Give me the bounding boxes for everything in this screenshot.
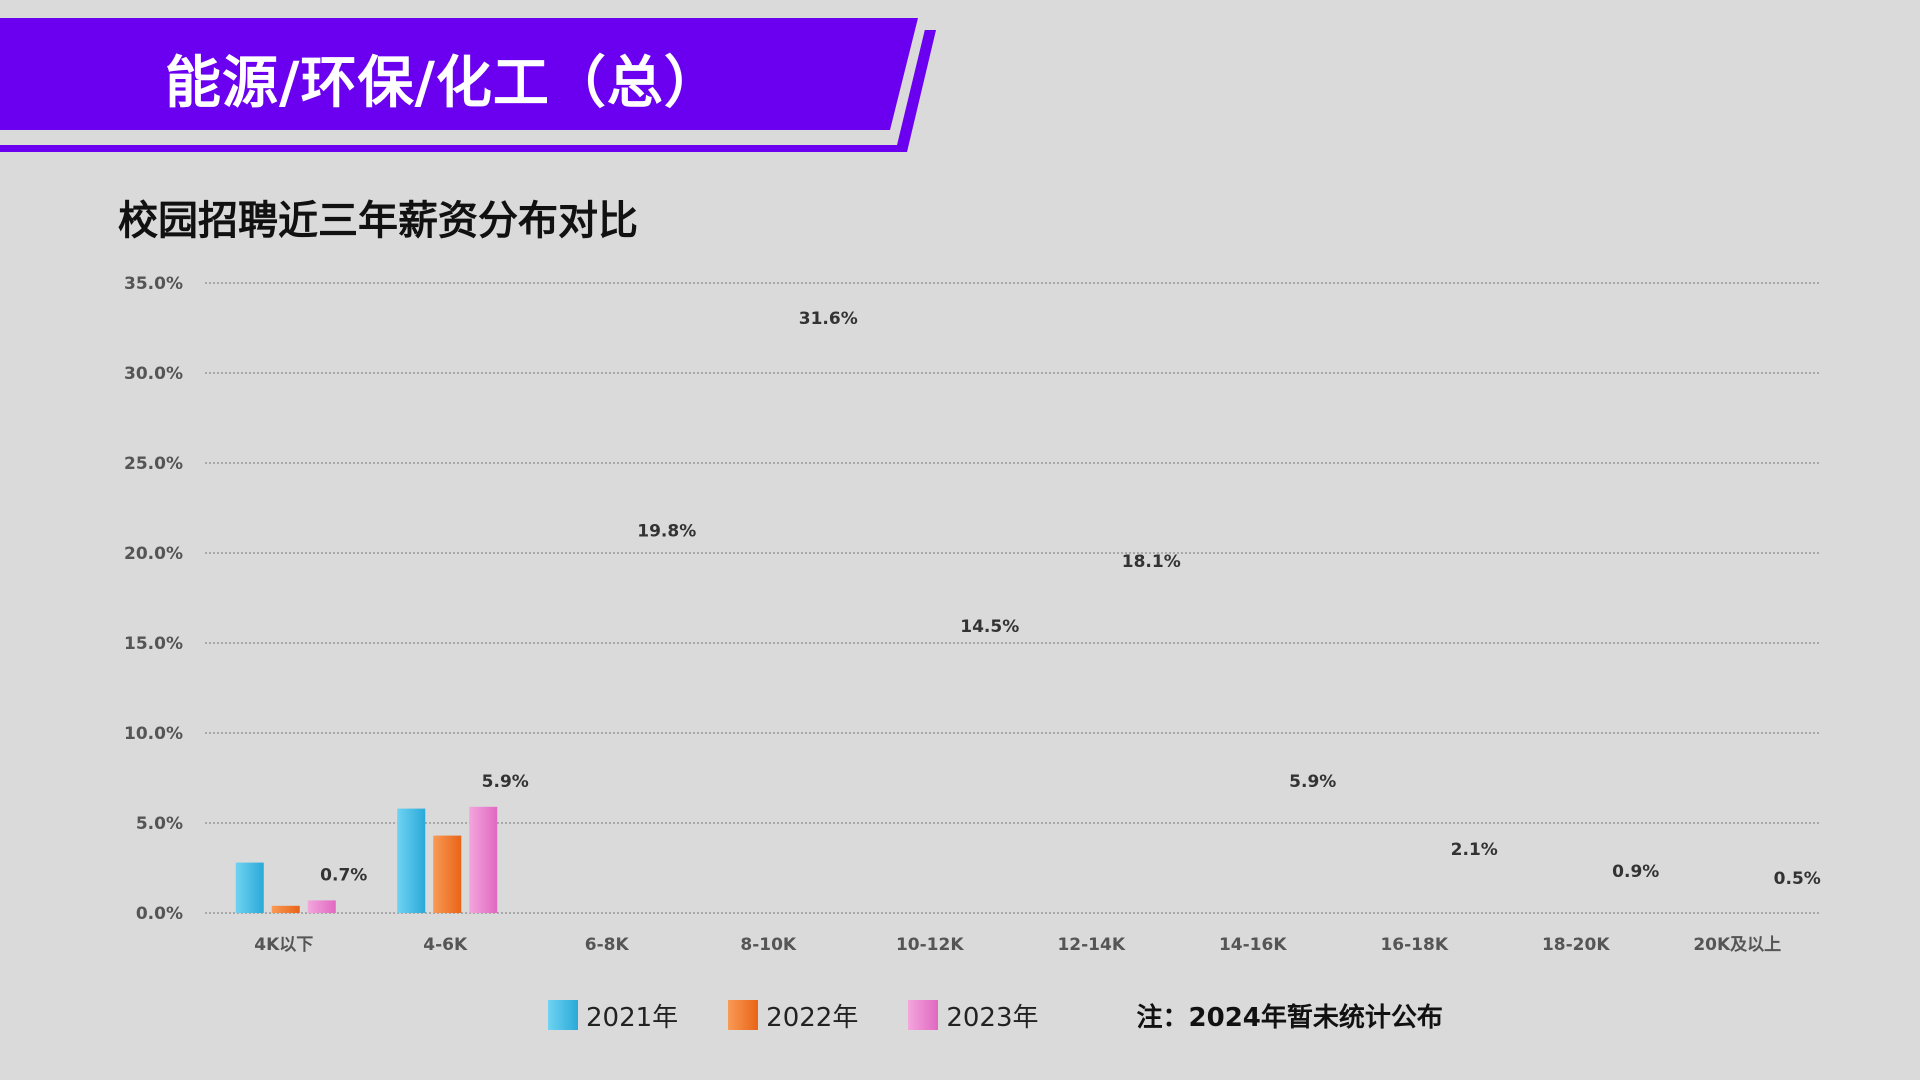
legend-swatch-2023 [908,1000,939,1030]
x-category-label: 6-8K [585,935,630,955]
data-label: 0.9% [1612,862,1659,882]
data-label: 14.5% [960,617,1019,637]
data-labels: 0.7% 5.9% 19.8% 31.6% 14.5% 18.1% 5.9% 2.1% 0.9%… [320,309,1821,889]
banner-main [0,18,918,130]
bar-2023年 [307,900,336,913]
legend-label-2022: 2022年 [766,1002,859,1033]
x-category-label: 12-14K [1057,935,1125,955]
bars [235,806,498,913]
data-label: 19.8% [637,522,696,542]
footnote: 注：2024年暂未统计公布 [1136,1002,1443,1033]
x-category-label: 20K及以上 [1693,935,1781,955]
bar-2022年 [433,835,462,913]
grid-lines [205,282,1820,914]
y-tick-label: 35.0% [124,274,183,294]
x-axis-categories: 4K以下 4-6K 6-8K 8-10K 10-12K 12-14K 14-16K 16-18… [254,935,1781,955]
chart-subtitle: 校园招聘近三年薪资分布对比 [118,198,638,244]
legend-item-2021: 2021年 [548,997,678,1034]
bar-2023年 [469,806,498,913]
data-label: 5.9% [482,772,529,792]
data-label: 5.9% [1289,772,1336,792]
y-tick-label: 5.0% [136,814,183,834]
legend-item-2023: 2023年 [908,997,1039,1034]
y-tick-label: 15.0% [124,634,183,654]
chart-legend: 2021年 2022年 2023年 注：2024年暂未统计公布 [548,997,1443,1034]
bar-2021年 [397,808,426,913]
legend-item-2022: 2022年 [728,997,858,1034]
title-banner [0,18,936,152]
legend-label-2023: 2023年 [946,1002,1039,1033]
legend-swatch-2022 [728,1000,759,1030]
y-tick-label: 20.0% [124,544,183,564]
x-category-label: 18-20K [1542,935,1610,955]
legend-label-2021: 2021年 [586,1002,679,1033]
page-title: 能源/环保/化工（总） [165,50,721,116]
data-label: 31.6% [799,309,858,329]
y-axis-ticks: 35.0% 30.0% 25.0% 20.0% 15.0% 10.0% 5.0% 0.0% [124,274,183,924]
data-label: 2.1% [1451,840,1498,860]
x-category-label: 4-6K [423,935,468,955]
bar-2021年 [235,862,264,913]
y-tick-label: 0.0% [136,904,183,924]
data-label: 0.7% [320,865,367,885]
x-category-label: 4K以下 [254,935,313,955]
legend-swatch-2021 [548,1000,578,1030]
data-label: 0.5% [1774,869,1821,889]
y-tick-label: 25.0% [124,454,183,474]
y-tick-label: 30.0% [124,364,183,384]
x-category-label: 14-16K [1219,935,1287,955]
data-label: 18.1% [1122,552,1181,572]
x-category-label: 8-10K [740,935,797,955]
x-category-label: 10-12K [896,935,964,955]
bar-2022年 [271,905,300,913]
x-category-label: 16-18K [1380,935,1448,955]
y-tick-label: 10.0% [124,724,183,744]
